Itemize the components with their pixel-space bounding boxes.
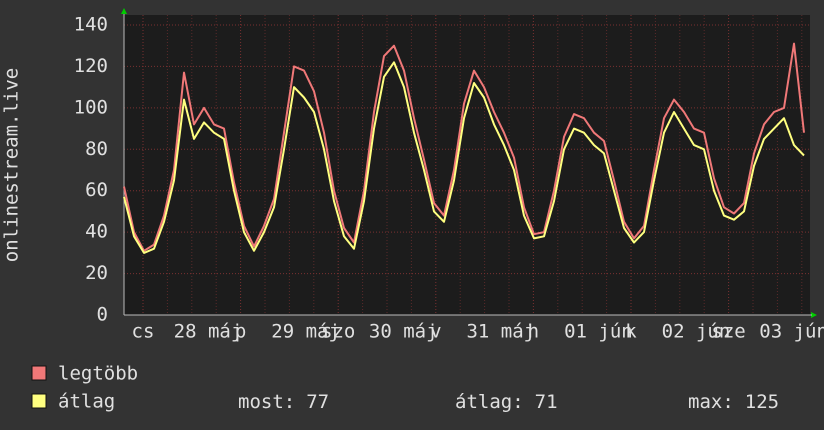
legend-label: legtöbb	[58, 363, 138, 385]
stat-value: 125	[745, 391, 779, 413]
y-tick-label: 100	[74, 96, 108, 118]
stat-value: 77	[306, 391, 329, 413]
y-tick-label: 140	[74, 14, 108, 36]
stat: most: 77	[238, 391, 329, 413]
y-tick-label: 20	[85, 262, 108, 284]
legend-swatch	[31, 393, 47, 409]
y-tick-label: 120	[74, 55, 108, 77]
y-arrow	[121, 8, 127, 14]
legend-swatch	[31, 365, 47, 381]
y-axis-label: onlinestream.live	[1, 68, 23, 262]
stat-label: max:	[688, 391, 734, 413]
x-day-label: cs	[132, 321, 155, 343]
x-day-label: szo	[321, 321, 355, 343]
y-tick-label: 60	[85, 179, 108, 201]
y-tick-label: 0	[97, 304, 108, 326]
x-date-label: 30 máj	[369, 321, 438, 343]
stat-label: most:	[238, 391, 295, 413]
x-day-label: k	[625, 321, 637, 343]
y-tick-label: 80	[85, 138, 108, 160]
stat: max: 125	[688, 391, 779, 413]
x-date-label: 29 máj	[271, 321, 340, 343]
stat-label: átlag:	[455, 391, 524, 413]
x-date-label: 31 máj	[466, 321, 535, 343]
plot-area	[124, 15, 810, 315]
stat-value: 71	[535, 391, 558, 413]
x-date-label: 02 jún	[662, 321, 731, 343]
legend-label: átlag	[58, 391, 115, 413]
x-date-label: 28 máj	[174, 321, 243, 343]
x-day-label: v	[430, 321, 441, 343]
x-day-label: sze	[711, 321, 745, 343]
x-day-label: h	[528, 321, 539, 343]
stat: átlag: 71	[455, 391, 558, 413]
y-tick-label: 40	[85, 221, 108, 243]
x-arrow	[811, 312, 817, 318]
x-date-label: 03 jún	[759, 321, 824, 343]
x-day-label: p	[235, 321, 246, 343]
series-line	[123, 42, 805, 252]
series-line	[123, 61, 805, 254]
x-date-label: 01 jún	[564, 321, 633, 343]
